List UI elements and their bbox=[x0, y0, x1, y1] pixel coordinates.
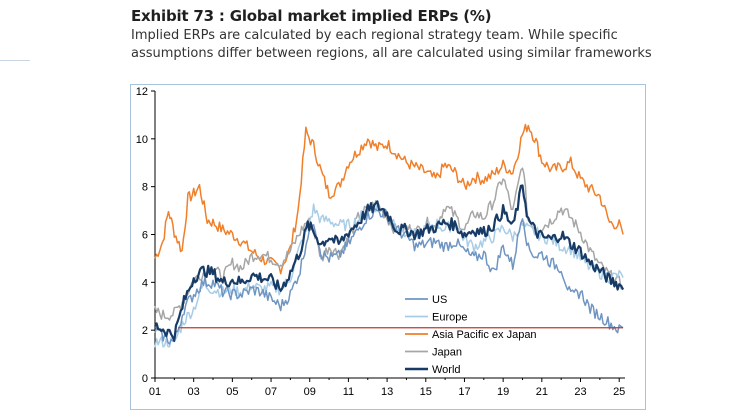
legend-label: US bbox=[432, 294, 447, 306]
series-line-asia-pacific-ex-japan bbox=[154, 123, 624, 275]
y-tick-label: 2 bbox=[142, 325, 148, 337]
x-tick-label: 25 bbox=[613, 386, 625, 398]
legend-label: Asia Pacific ex Japan bbox=[432, 329, 537, 341]
left-divider bbox=[0, 60, 30, 61]
x-tick-label: 07 bbox=[265, 386, 277, 398]
x-tick-label: 03 bbox=[188, 386, 200, 398]
y-tick-label: 4 bbox=[142, 277, 148, 289]
series-line-us bbox=[154, 208, 624, 345]
y-tick-label: 6 bbox=[142, 230, 148, 242]
legend-label: Europe bbox=[432, 312, 467, 324]
x-tick-label: 19 bbox=[497, 386, 509, 398]
x-tick-label: 01 bbox=[149, 386, 161, 398]
exhibit-title: Exhibit 73 : Global market implied ERPs … bbox=[131, 7, 492, 25]
x-tick-label: 21 bbox=[536, 386, 548, 398]
series-line-world bbox=[154, 184, 625, 342]
x-tick-label: 05 bbox=[226, 386, 238, 398]
legend-label: World bbox=[432, 364, 461, 376]
chart-legend: US Europe Asia Pacific ex Japan Japan World bbox=[405, 294, 537, 376]
series-line-japan bbox=[154, 167, 624, 321]
y-tick-label: 12 bbox=[136, 86, 148, 98]
x-tick-label: 17 bbox=[458, 386, 470, 398]
y-tick-label: 8 bbox=[142, 182, 148, 194]
chart-axes: 0 2 4 6 8 10 12 01 03 05 07 09 11 13 15 17 19 21 23 25 bbox=[136, 86, 626, 398]
y-tick-label: 10 bbox=[136, 134, 148, 146]
x-tick-label: 15 bbox=[420, 386, 432, 398]
x-tick-label: 09 bbox=[304, 386, 316, 398]
exhibit-subtitle: Implied ERPs are calculated by each regi… bbox=[131, 28, 652, 61]
chart-series bbox=[154, 123, 625, 348]
y-tick-label: 0 bbox=[142, 373, 148, 385]
legend-label: Japan bbox=[432, 347, 462, 359]
x-tick-label: 11 bbox=[343, 386, 354, 398]
x-tick-label: 13 bbox=[381, 386, 393, 398]
chart-frame bbox=[130, 84, 646, 410]
x-tick-label: 23 bbox=[574, 386, 586, 398]
